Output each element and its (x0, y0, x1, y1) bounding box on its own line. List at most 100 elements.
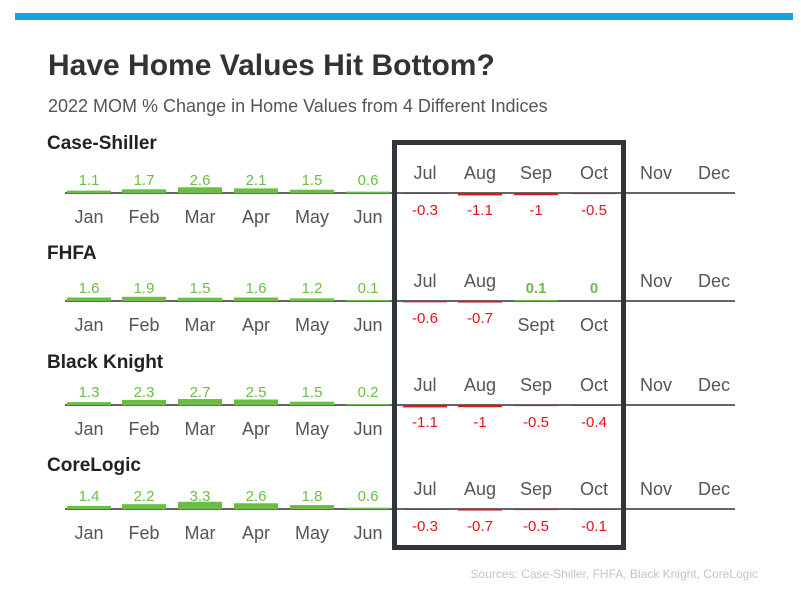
month-label: May (295, 315, 329, 335)
bar-chart: 1.1 Jan 1.7 Feb 2.6 Mar 2.1 Apr 1.5 May 0.6 Jun -0.3… (65, 163, 735, 227)
value-label: -1 (529, 202, 542, 219)
value-label: -0.7 (467, 310, 493, 327)
bar (514, 509, 558, 511)
bar-chart: 1.4 Jan 2.2 Feb 3.3 Mar 2.6 Apr 1.8 May 0.6 Jun -0.3… (65, 479, 735, 543)
month-label: Apr (242, 419, 270, 439)
bar (122, 399, 166, 405)
bar (290, 189, 334, 193)
value-label: 1.6 (79, 280, 100, 297)
bar (403, 509, 447, 510)
month-label: May (295, 207, 329, 227)
value-label: 0.1 (358, 280, 379, 297)
month-label: Nov (640, 479, 672, 499)
month-label: Sept (517, 315, 554, 335)
bar (458, 405, 502, 408)
month-label: Apr (242, 315, 270, 335)
index-title: FHFA (47, 243, 97, 264)
month-label: Jun (353, 207, 382, 227)
month-label: Apr (242, 207, 270, 227)
index-title: Black Knight (47, 352, 164, 373)
month-label: May (295, 419, 329, 439)
month-label: Jan (74, 207, 103, 227)
month-label: Jan (74, 523, 103, 543)
bar (67, 505, 111, 509)
bar (403, 301, 447, 303)
bar (458, 301, 502, 303)
bar (178, 297, 222, 301)
bar-chart: 1.3 Jan 2.3 Feb 2.7 Mar 2.5 Apr 1.5 May 0.2 Jun -1.1… (65, 375, 735, 439)
value-label: 1.5 (302, 384, 323, 401)
month-label: Jul (413, 375, 436, 395)
highlight-frame (392, 140, 626, 550)
value-label: 2.6 (190, 172, 211, 189)
month-label: May (295, 523, 329, 543)
month-label: Nov (640, 271, 672, 291)
value-label: 2.7 (190, 384, 211, 401)
month-label: Jan (74, 419, 103, 439)
index-title: CoreLogic (47, 455, 141, 476)
month-label: Aug (464, 271, 496, 291)
value-label: 0.1 (526, 280, 547, 297)
value-label: 1.2 (302, 280, 323, 297)
bar (122, 504, 166, 509)
bar (514, 193, 558, 196)
value-label: 2.5 (246, 384, 267, 401)
bar (67, 190, 111, 193)
bar (234, 503, 278, 509)
month-label: Mar (185, 207, 216, 227)
month-label: Feb (128, 523, 159, 543)
bar (290, 298, 334, 301)
value-label: -0.3 (412, 202, 438, 219)
bar (572, 509, 616, 510)
value-label: 2.1 (246, 172, 267, 189)
bar (403, 193, 447, 194)
bar (346, 507, 390, 509)
bar (122, 296, 166, 301)
index-title: Case-Shiller (47, 133, 157, 154)
value-label: -1 (473, 414, 486, 431)
bar (514, 405, 558, 407)
month-label: Sep (520, 375, 552, 395)
top-accent-bar (15, 13, 793, 20)
bar (572, 193, 616, 195)
value-label: 1.1 (79, 172, 100, 189)
value-label: 1.5 (302, 172, 323, 189)
bar (403, 405, 447, 408)
value-label: 2.2 (134, 488, 155, 505)
bar (178, 399, 222, 405)
month-label: Aug (464, 479, 496, 499)
bar (458, 509, 502, 511)
value-label: 1.6 (246, 280, 267, 297)
bar (290, 401, 334, 405)
value-label: -0.6 (412, 310, 438, 327)
value-label: 1.9 (134, 280, 155, 297)
source-note: Sources: Case-Shiller, FHFA, Black Knigh… (470, 567, 758, 581)
page-title: Have Home Values Hit Bottom? (48, 49, 495, 82)
month-label: Dec (698, 271, 730, 291)
bar (346, 300, 390, 301)
month-label: Aug (464, 375, 496, 395)
month-label: Jul (413, 479, 436, 499)
month-label: Sep (520, 479, 552, 499)
value-label: 1.3 (79, 384, 100, 401)
month-label: Feb (128, 315, 159, 335)
value-label: 0.6 (358, 488, 379, 505)
month-label: Jul (413, 163, 436, 183)
month-label: Mar (185, 315, 216, 335)
bar (178, 501, 222, 509)
month-label: Nov (640, 375, 672, 395)
value-label: 3.3 (190, 488, 211, 505)
month-label: Feb (128, 419, 159, 439)
month-label: Oct (580, 375, 608, 395)
month-label: Aug (464, 163, 496, 183)
value-label: 2.6 (246, 488, 267, 505)
value-label: 1.7 (134, 172, 155, 189)
index-panel-black-knight: Black Knight 1.3 Jan 2.3 Feb 2.7 Mar 2.5 Apr 1.5… (0, 352, 801, 462)
value-label: 0 (590, 280, 598, 297)
month-label: Apr (242, 523, 270, 543)
value-label: -0.4 (581, 414, 607, 431)
bar (234, 399, 278, 405)
value-label: -1.1 (467, 202, 493, 219)
value-label: -0.5 (523, 518, 549, 535)
value-label: 0.2 (358, 384, 379, 401)
